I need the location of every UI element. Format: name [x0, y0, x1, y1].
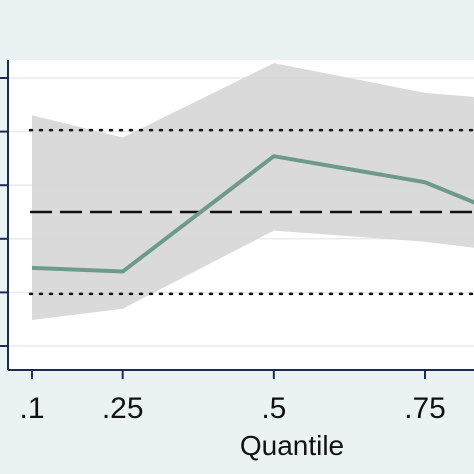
x-axis-title: Quantile [240, 430, 344, 461]
axes [0, 60, 474, 371]
reference-lines [28, 128, 474, 296]
x-tick-label-2: .5 [261, 392, 286, 425]
x-tick-label-0: .1 [19, 392, 44, 425]
x-tick-label-3: .75 [404, 392, 446, 425]
x-tick-label-1: .25 [102, 392, 144, 425]
x-tick-labels: .1 .25 .5 .75 [19, 370, 446, 425]
estimate-line [31, 154, 474, 274]
estimate-line-group [31, 154, 474, 274]
